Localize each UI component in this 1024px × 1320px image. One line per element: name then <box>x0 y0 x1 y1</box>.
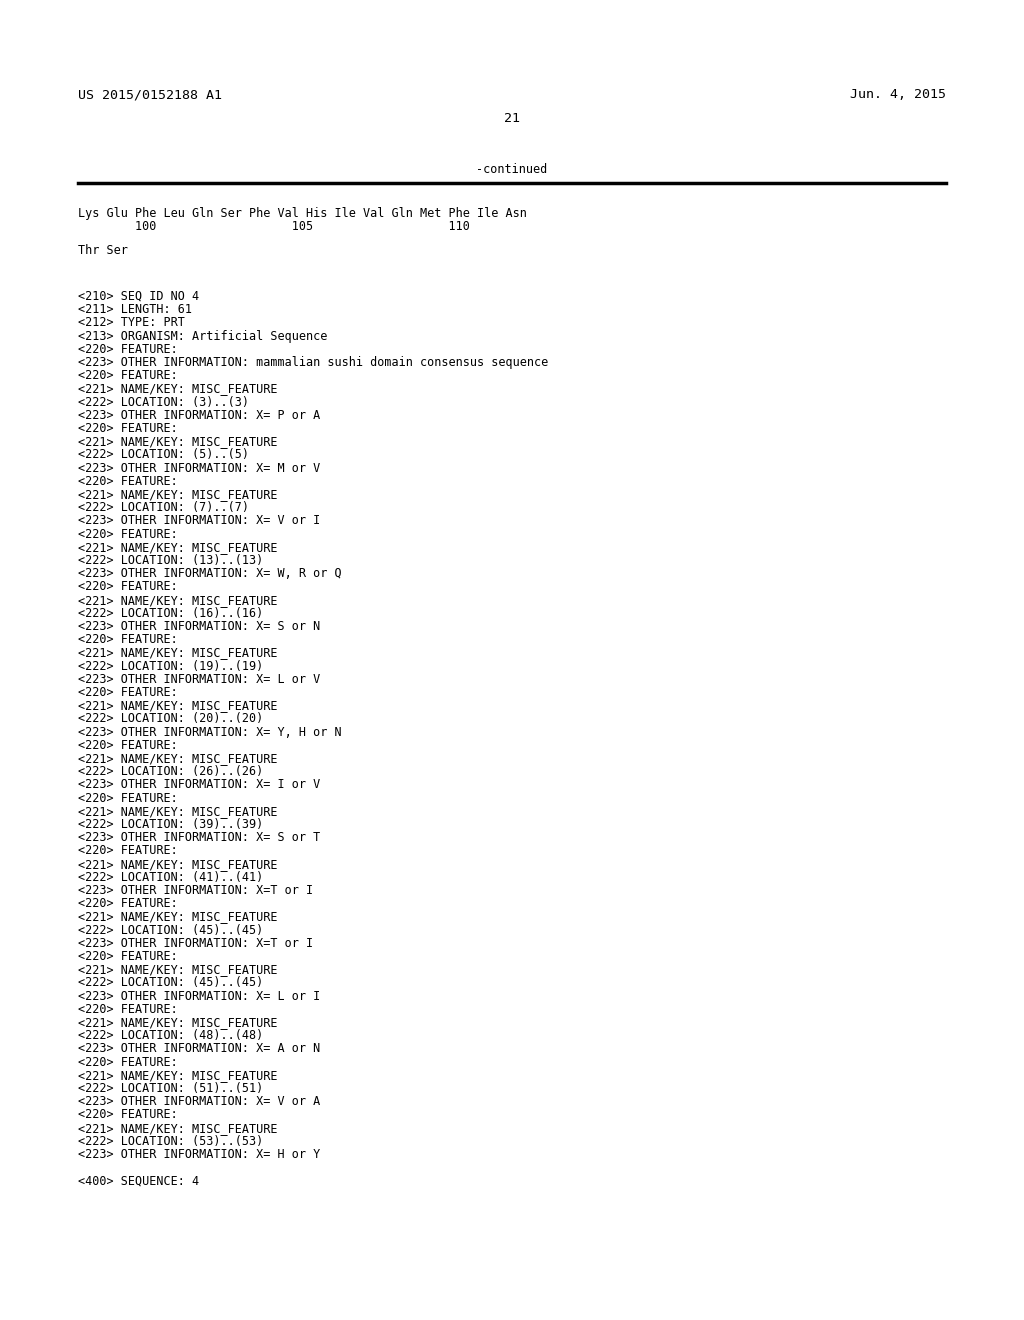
Text: <222> LOCATION: (3)..(3): <222> LOCATION: (3)..(3) <box>78 396 249 409</box>
Text: <211> LENGTH: 61: <211> LENGTH: 61 <box>78 304 193 317</box>
Text: <223> OTHER INFORMATION: X=T or I: <223> OTHER INFORMATION: X=T or I <box>78 884 313 898</box>
Text: <222> LOCATION: (5)..(5): <222> LOCATION: (5)..(5) <box>78 449 249 462</box>
Text: <220> FEATURE:: <220> FEATURE: <box>78 422 178 436</box>
Text: US 2015/0152188 A1: US 2015/0152188 A1 <box>78 88 222 102</box>
Text: <223> OTHER INFORMATION: X= H or Y: <223> OTHER INFORMATION: X= H or Y <box>78 1148 321 1162</box>
Text: <222> LOCATION: (13)..(13): <222> LOCATION: (13)..(13) <box>78 554 263 568</box>
Text: Jun. 4, 2015: Jun. 4, 2015 <box>850 88 946 102</box>
Text: <220> FEATURE:: <220> FEATURE: <box>78 686 178 700</box>
Text: <212> TYPE: PRT: <212> TYPE: PRT <box>78 317 185 330</box>
Text: <221> NAME/KEY: MISC_FEATURE: <221> NAME/KEY: MISC_FEATURE <box>78 541 278 554</box>
Text: <222> LOCATION: (53)..(53): <222> LOCATION: (53)..(53) <box>78 1135 263 1148</box>
Text: <221> NAME/KEY: MISC_FEATURE: <221> NAME/KEY: MISC_FEATURE <box>78 752 278 766</box>
Text: <400> SEQUENCE: 4: <400> SEQUENCE: 4 <box>78 1175 199 1188</box>
Text: <223> OTHER INFORMATION: X= V or A: <223> OTHER INFORMATION: X= V or A <box>78 1096 321 1109</box>
Text: <222> LOCATION: (20)..(20): <222> LOCATION: (20)..(20) <box>78 713 263 726</box>
Text: Lys Glu Phe Leu Gln Ser Phe Val His Ile Val Gln Met Phe Ile Asn: Lys Glu Phe Leu Gln Ser Phe Val His Ile … <box>78 207 527 220</box>
Text: <221> NAME/KEY: MISC_FEATURE: <221> NAME/KEY: MISC_FEATURE <box>78 647 278 660</box>
Text: <223> OTHER INFORMATION: X= P or A: <223> OTHER INFORMATION: X= P or A <box>78 409 321 422</box>
Text: Thr Ser: Thr Ser <box>78 244 128 257</box>
Text: <220> FEATURE:: <220> FEATURE: <box>78 950 178 964</box>
Text: <222> LOCATION: (26)..(26): <222> LOCATION: (26)..(26) <box>78 766 263 779</box>
Text: <220> FEATURE:: <220> FEATURE: <box>78 1056 178 1069</box>
Text: <220> FEATURE:: <220> FEATURE: <box>78 475 178 488</box>
Text: <221> NAME/KEY: MISC_FEATURE: <221> NAME/KEY: MISC_FEATURE <box>78 383 278 396</box>
Text: <221> NAME/KEY: MISC_FEATURE: <221> NAME/KEY: MISC_FEATURE <box>78 964 278 977</box>
Text: <223> OTHER INFORMATION: mammalian sushi domain consensus sequence: <223> OTHER INFORMATION: mammalian sushi… <box>78 356 548 370</box>
Text: <220> FEATURE:: <220> FEATURE: <box>78 898 178 911</box>
Text: <222> LOCATION: (39)..(39): <222> LOCATION: (39)..(39) <box>78 818 263 832</box>
Text: <221> NAME/KEY: MISC_FEATURE: <221> NAME/KEY: MISC_FEATURE <box>78 1016 278 1030</box>
Text: <223> OTHER INFORMATION: X= A or N: <223> OTHER INFORMATION: X= A or N <box>78 1043 321 1056</box>
Text: <222> LOCATION: (51)..(51): <222> LOCATION: (51)..(51) <box>78 1082 263 1096</box>
Text: <222> LOCATION: (41)..(41): <222> LOCATION: (41)..(41) <box>78 871 263 884</box>
Text: <221> NAME/KEY: MISC_FEATURE: <221> NAME/KEY: MISC_FEATURE <box>78 858 278 871</box>
Text: <222> LOCATION: (16)..(16): <222> LOCATION: (16)..(16) <box>78 607 263 620</box>
Text: <223> OTHER INFORMATION: X= W, R or Q: <223> OTHER INFORMATION: X= W, R or Q <box>78 568 342 581</box>
Text: <223> OTHER INFORMATION: X= S or N: <223> OTHER INFORMATION: X= S or N <box>78 620 321 634</box>
Text: <220> FEATURE:: <220> FEATURE: <box>78 1109 178 1122</box>
Text: <221> NAME/KEY: MISC_FEATURE: <221> NAME/KEY: MISC_FEATURE <box>78 805 278 818</box>
Text: <220> FEATURE:: <220> FEATURE: <box>78 634 178 647</box>
Text: <220> FEATURE:: <220> FEATURE: <box>78 370 178 383</box>
Text: <220> FEATURE:: <220> FEATURE: <box>78 1003 178 1016</box>
Text: <222> LOCATION: (19)..(19): <222> LOCATION: (19)..(19) <box>78 660 263 673</box>
Text: 100                   105                   110: 100 105 110 <box>78 220 470 234</box>
Text: <223> OTHER INFORMATION: X=T or I: <223> OTHER INFORMATION: X=T or I <box>78 937 313 950</box>
Text: 21: 21 <box>504 112 520 125</box>
Text: <213> ORGANISM: Artificial Sequence: <213> ORGANISM: Artificial Sequence <box>78 330 328 343</box>
Text: <220> FEATURE:: <220> FEATURE: <box>78 792 178 805</box>
Text: <221> NAME/KEY: MISC_FEATURE: <221> NAME/KEY: MISC_FEATURE <box>78 594 278 607</box>
Text: <220> FEATURE:: <220> FEATURE: <box>78 343 178 356</box>
Text: <223> OTHER INFORMATION: X= S or T: <223> OTHER INFORMATION: X= S or T <box>78 832 321 845</box>
Text: -continued: -continued <box>476 162 548 176</box>
Text: <221> NAME/KEY: MISC_FEATURE: <221> NAME/KEY: MISC_FEATURE <box>78 1069 278 1082</box>
Text: <222> LOCATION: (7)..(7): <222> LOCATION: (7)..(7) <box>78 502 249 515</box>
Text: <223> OTHER INFORMATION: X= V or I: <223> OTHER INFORMATION: X= V or I <box>78 515 321 528</box>
Text: <220> FEATURE:: <220> FEATURE: <box>78 845 178 858</box>
Text: <210> SEQ ID NO 4: <210> SEQ ID NO 4 <box>78 290 199 304</box>
Text: <223> OTHER INFORMATION: X= Y, H or N: <223> OTHER INFORMATION: X= Y, H or N <box>78 726 342 739</box>
Text: <223> OTHER INFORMATION: X= L or V: <223> OTHER INFORMATION: X= L or V <box>78 673 321 686</box>
Text: <220> FEATURE:: <220> FEATURE: <box>78 528 178 541</box>
Text: <222> LOCATION: (45)..(45): <222> LOCATION: (45)..(45) <box>78 924 263 937</box>
Text: <221> NAME/KEY: MISC_FEATURE: <221> NAME/KEY: MISC_FEATURE <box>78 488 278 502</box>
Text: <220> FEATURE:: <220> FEATURE: <box>78 739 178 752</box>
Text: <221> NAME/KEY: MISC_FEATURE: <221> NAME/KEY: MISC_FEATURE <box>78 436 278 449</box>
Text: <221> NAME/KEY: MISC_FEATURE: <221> NAME/KEY: MISC_FEATURE <box>78 700 278 713</box>
Text: <222> LOCATION: (48)..(48): <222> LOCATION: (48)..(48) <box>78 1030 263 1043</box>
Text: <221> NAME/KEY: MISC_FEATURE: <221> NAME/KEY: MISC_FEATURE <box>78 1122 278 1135</box>
Text: <221> NAME/KEY: MISC_FEATURE: <221> NAME/KEY: MISC_FEATURE <box>78 911 278 924</box>
Text: <223> OTHER INFORMATION: X= I or V: <223> OTHER INFORMATION: X= I or V <box>78 779 321 792</box>
Text: <222> LOCATION: (45)..(45): <222> LOCATION: (45)..(45) <box>78 977 263 990</box>
Text: <220> FEATURE:: <220> FEATURE: <box>78 581 178 594</box>
Text: <223> OTHER INFORMATION: X= M or V: <223> OTHER INFORMATION: X= M or V <box>78 462 321 475</box>
Text: <223> OTHER INFORMATION: X= L or I: <223> OTHER INFORMATION: X= L or I <box>78 990 321 1003</box>
